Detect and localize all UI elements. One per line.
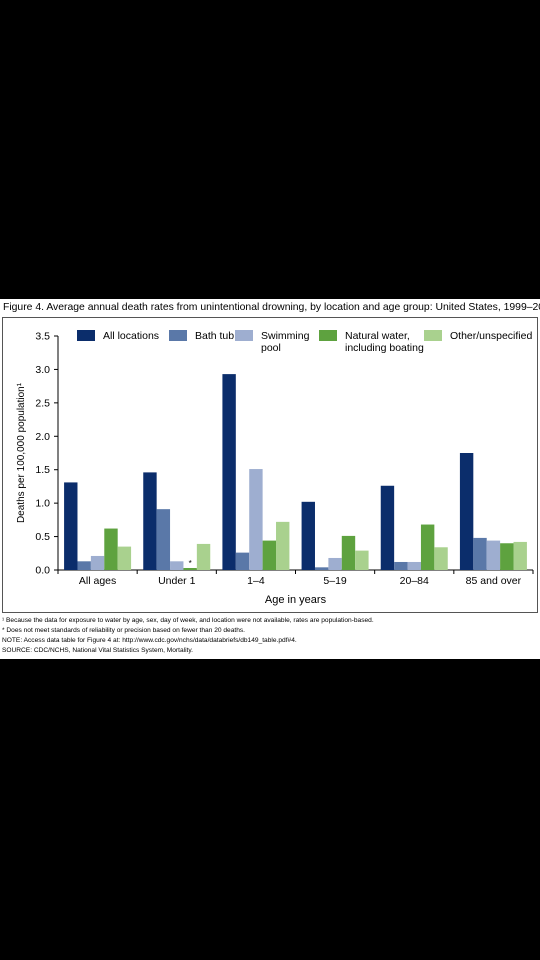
bar-annotation: *: [189, 559, 192, 568]
legend-swatch: [424, 330, 442, 341]
bar: [513, 541, 527, 570]
x-tick-label: 1–4: [247, 575, 265, 587]
bar: [276, 521, 290, 570]
legend-swatch: [319, 330, 337, 341]
bar: [473, 537, 487, 570]
bar: [407, 561, 421, 570]
legend-swatch: [169, 330, 187, 341]
legend-label: Natural water, including boating: [345, 330, 424, 354]
bar-chart: 0.0 0.5 1.0 1.5 2.0 2.5 3.0 3.5 Deaths per 100,0…: [16, 330, 534, 606]
note-data-table: NOTE: Access data table for Figure 4 at:…: [2, 637, 297, 644]
x-axis-label: Age in years: [265, 594, 327, 606]
bar: [143, 472, 157, 570]
footnote-reliability: * Does not meet standards of reliability…: [2, 627, 246, 634]
bar: [341, 535, 356, 570]
bar: [77, 561, 91, 570]
bar: [64, 482, 78, 570]
x-tick-label: Under 1: [158, 575, 196, 587]
y-tick-label: 1.5: [35, 464, 50, 476]
figure-panel: Figure 4. Average annual death rates fro…: [0, 299, 540, 659]
bar: [328, 557, 342, 570]
x-tick-label: All ages: [79, 575, 116, 587]
figure-title: Figure 4. Average annual death rates fro…: [3, 302, 540, 313]
legend-label: Swimming pool: [261, 330, 310, 354]
bar: [196, 543, 211, 570]
bar: [222, 374, 236, 570]
bar: [486, 540, 501, 570]
y-axis-label: Deaths per 100,000 population¹: [16, 382, 27, 523]
x-tick-label: 20–84: [400, 575, 429, 587]
bar: [183, 567, 197, 570]
bar: [90, 555, 105, 570]
y-tick-label: 3.0: [35, 364, 50, 376]
legend-label: Other/unspecified: [450, 330, 532, 342]
y-tick-label: 0.0: [35, 565, 50, 577]
footnote-rate-basis: ¹ Because the data for exposure to water…: [2, 617, 374, 624]
bar: [235, 552, 250, 570]
y-tick-label: 2.5: [35, 397, 50, 409]
bar: [500, 543, 514, 570]
legend-label: Bath tub: [195, 330, 234, 342]
bar: [314, 567, 329, 570]
y-tick-label: 0.5: [35, 531, 50, 543]
x-tick-label: 85 and over: [466, 575, 522, 587]
bar: [434, 547, 448, 570]
bar: [355, 550, 369, 570]
legend-swatch: [77, 330, 95, 341]
y-tick-label: 3.5: [35, 331, 50, 343]
bar: [170, 561, 184, 570]
bar: [156, 509, 171, 570]
legend-label: All locations: [103, 330, 159, 342]
bar: [249, 469, 263, 570]
bar: [262, 540, 277, 570]
bar: [459, 453, 474, 570]
bar: [104, 528, 118, 570]
chart-frame: 0.0 0.5 1.0 1.5 2.0 2.5 3.0 3.5 Deaths per 100,0…: [2, 317, 538, 613]
x-tick-label: 5–19: [323, 575, 347, 587]
bar: [394, 561, 408, 570]
source-note: SOURCE: CDC/NCHS, National Vital Statist…: [2, 647, 194, 654]
bar: [117, 546, 132, 570]
bar: [380, 485, 395, 570]
y-tick-label: 1.0: [35, 498, 50, 510]
bar: [301, 501, 315, 570]
legend-swatch: [235, 330, 253, 341]
bar: [420, 524, 435, 570]
y-tick-label: 2.0: [35, 431, 50, 443]
